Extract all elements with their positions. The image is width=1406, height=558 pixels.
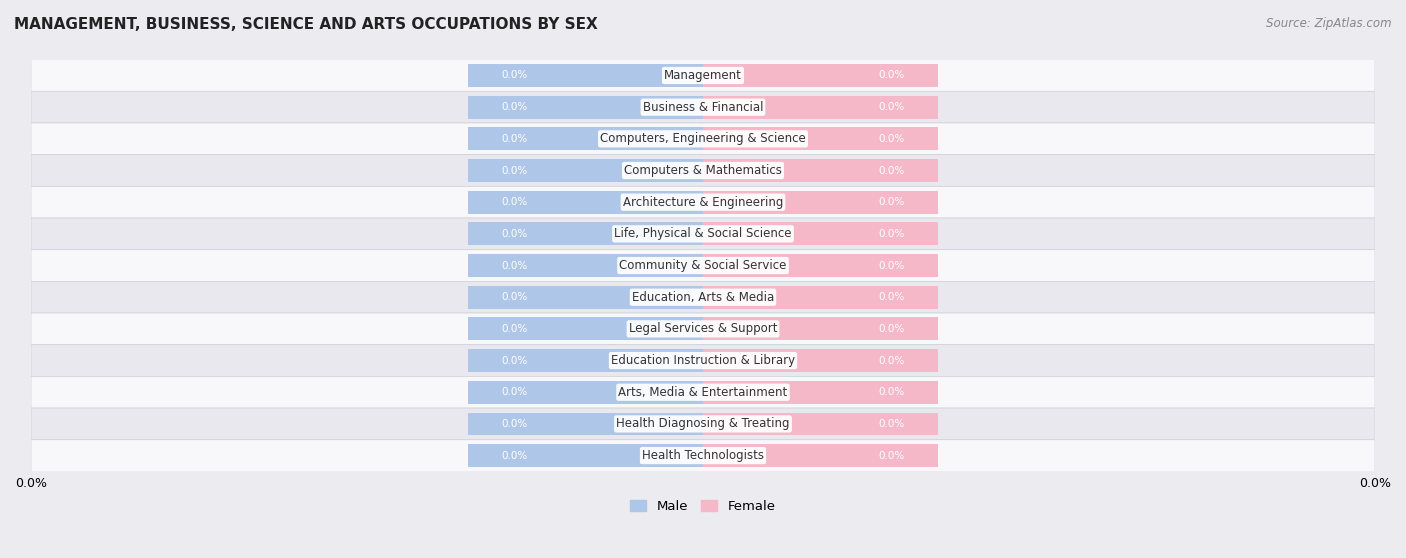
- Text: Computers, Engineering & Science: Computers, Engineering & Science: [600, 132, 806, 145]
- Text: 0.0%: 0.0%: [877, 387, 904, 397]
- Bar: [468, 191, 703, 214]
- Bar: [468, 286, 703, 309]
- FancyBboxPatch shape: [31, 313, 1375, 345]
- Text: MANAGEMENT, BUSINESS, SCIENCE AND ARTS OCCUPATIONS BY SEX: MANAGEMENT, BUSINESS, SCIENCE AND ARTS O…: [14, 17, 598, 32]
- Bar: [468, 159, 703, 182]
- Text: Business & Financial: Business & Financial: [643, 100, 763, 114]
- Text: Life, Physical & Social Science: Life, Physical & Social Science: [614, 227, 792, 240]
- Bar: [468, 96, 703, 118]
- Bar: [468, 444, 703, 467]
- Text: 0.0%: 0.0%: [502, 324, 529, 334]
- Bar: [468, 412, 703, 435]
- FancyBboxPatch shape: [31, 92, 1375, 123]
- Text: 0.0%: 0.0%: [877, 229, 904, 239]
- Bar: [703, 349, 938, 372]
- FancyBboxPatch shape: [31, 408, 1375, 440]
- FancyBboxPatch shape: [31, 377, 1375, 408]
- Text: 0.0%: 0.0%: [877, 419, 904, 429]
- Bar: [703, 254, 938, 277]
- Text: 0.0%: 0.0%: [502, 450, 529, 460]
- FancyBboxPatch shape: [31, 60, 1375, 92]
- Text: Computers & Mathematics: Computers & Mathematics: [624, 164, 782, 177]
- Text: 0.0%: 0.0%: [877, 292, 904, 302]
- FancyBboxPatch shape: [31, 186, 1375, 218]
- Bar: [468, 127, 703, 150]
- Text: 0.0%: 0.0%: [502, 355, 529, 365]
- Text: Community & Social Service: Community & Social Service: [619, 259, 787, 272]
- FancyBboxPatch shape: [31, 281, 1375, 313]
- FancyBboxPatch shape: [31, 123, 1375, 155]
- Bar: [703, 159, 938, 182]
- Text: 0.0%: 0.0%: [502, 261, 529, 271]
- Text: 0.0%: 0.0%: [877, 166, 904, 176]
- Bar: [703, 412, 938, 435]
- Text: 0.0%: 0.0%: [877, 261, 904, 271]
- Text: 0.0%: 0.0%: [877, 70, 904, 80]
- Text: 0.0%: 0.0%: [502, 419, 529, 429]
- Text: Source: ZipAtlas.com: Source: ZipAtlas.com: [1267, 17, 1392, 30]
- Text: 0.0%: 0.0%: [877, 197, 904, 207]
- Text: 0.0%: 0.0%: [502, 229, 529, 239]
- FancyBboxPatch shape: [31, 249, 1375, 281]
- Bar: [703, 444, 938, 467]
- Text: 0.0%: 0.0%: [502, 292, 529, 302]
- Bar: [703, 286, 938, 309]
- Text: 0.0%: 0.0%: [502, 166, 529, 176]
- Text: Health Diagnosing & Treating: Health Diagnosing & Treating: [616, 417, 790, 430]
- Bar: [703, 64, 938, 87]
- Text: 0.0%: 0.0%: [877, 134, 904, 144]
- Text: Legal Services & Support: Legal Services & Support: [628, 323, 778, 335]
- Bar: [703, 127, 938, 150]
- Text: Education, Arts & Media: Education, Arts & Media: [631, 291, 775, 304]
- Bar: [703, 223, 938, 246]
- Text: 0.0%: 0.0%: [877, 324, 904, 334]
- Bar: [703, 191, 938, 214]
- Bar: [468, 223, 703, 246]
- Text: Architecture & Engineering: Architecture & Engineering: [623, 196, 783, 209]
- Bar: [468, 349, 703, 372]
- Text: 0.0%: 0.0%: [877, 355, 904, 365]
- Bar: [703, 96, 938, 118]
- Text: 0.0%: 0.0%: [877, 102, 904, 112]
- Text: Management: Management: [664, 69, 742, 82]
- Text: 0.0%: 0.0%: [502, 70, 529, 80]
- Text: Education Instruction & Library: Education Instruction & Library: [612, 354, 794, 367]
- Bar: [468, 64, 703, 87]
- Text: Arts, Media & Entertainment: Arts, Media & Entertainment: [619, 386, 787, 399]
- Legend: Male, Female: Male, Female: [626, 495, 780, 518]
- FancyBboxPatch shape: [31, 218, 1375, 249]
- FancyBboxPatch shape: [31, 155, 1375, 186]
- FancyBboxPatch shape: [31, 345, 1375, 377]
- Bar: [468, 318, 703, 340]
- Text: 0.0%: 0.0%: [502, 102, 529, 112]
- Text: Health Technologists: Health Technologists: [643, 449, 763, 462]
- FancyBboxPatch shape: [31, 440, 1375, 472]
- Text: 0.0%: 0.0%: [502, 387, 529, 397]
- Text: 0.0%: 0.0%: [502, 197, 529, 207]
- Text: 0.0%: 0.0%: [502, 134, 529, 144]
- Bar: [468, 381, 703, 403]
- Text: 0.0%: 0.0%: [877, 450, 904, 460]
- Bar: [468, 254, 703, 277]
- Bar: [703, 318, 938, 340]
- Bar: [703, 381, 938, 403]
